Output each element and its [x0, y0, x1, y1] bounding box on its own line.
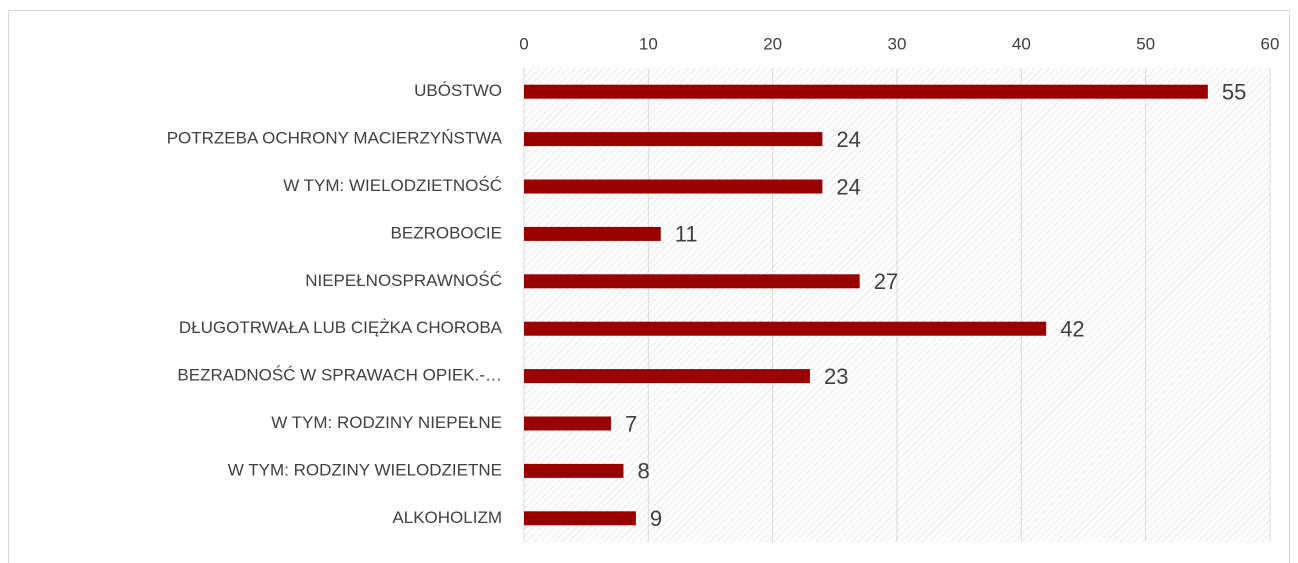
data-label: 11 [675, 222, 698, 247]
bar [524, 369, 810, 384]
y-tick-label: BEZROBOCIE [391, 223, 502, 242]
data-label: 24 [836, 174, 860, 199]
bar [524, 321, 1047, 336]
x-tick-label: 50 [1136, 34, 1155, 53]
bar [524, 84, 1208, 99]
x-tick-label: 10 [639, 34, 658, 53]
x-tick-label: 40 [1012, 34, 1031, 53]
y-tick-label: POTRZEBA OCHRONY MACIERZYŃSTWA [167, 129, 503, 148]
data-label: 8 [637, 459, 649, 484]
y-tick-label: DŁUGOTRWAŁA LUB CIĘŻKA CHOROBA [179, 318, 503, 337]
chart-border [8, 10, 1290, 563]
bar [524, 511, 636, 526]
y-tick-label: UBÓSTWO [414, 81, 502, 100]
data-label: 27 [874, 269, 898, 294]
x-tick-label: 0 [519, 34, 528, 53]
bar [524, 226, 661, 241]
x-tick-label: 60 [1261, 34, 1280, 53]
bar [524, 179, 823, 194]
data-label: 42 [1060, 317, 1084, 342]
data-label: 55 [1222, 80, 1246, 105]
x-tick-label: 20 [763, 34, 782, 53]
bar [524, 463, 624, 478]
data-label: 9 [650, 506, 662, 531]
bar [524, 132, 823, 147]
y-tick-label: NIEPEŁNOSPRAWNOŚĆ [305, 271, 502, 290]
y-tick-label: W TYM: RODZINY NIEPEŁNE [271, 413, 502, 432]
data-label: 24 [836, 127, 860, 152]
x-tick-label: 30 [888, 34, 907, 53]
bar [524, 274, 860, 289]
y-tick-label: ALKOHOLIZM [392, 508, 502, 527]
y-tick-label: W TYM: RODZINY WIELODZIETNE [228, 460, 502, 479]
bar [524, 416, 612, 431]
data-label: 7 [625, 411, 637, 436]
data-label: 23 [824, 364, 848, 389]
y-tick-label: W TYM: WIELODZIETNOŚĆ [283, 176, 502, 195]
y-tick-label: BEZRADNOŚĆ W SPRAWACH OPIEK.-… [177, 366, 502, 385]
